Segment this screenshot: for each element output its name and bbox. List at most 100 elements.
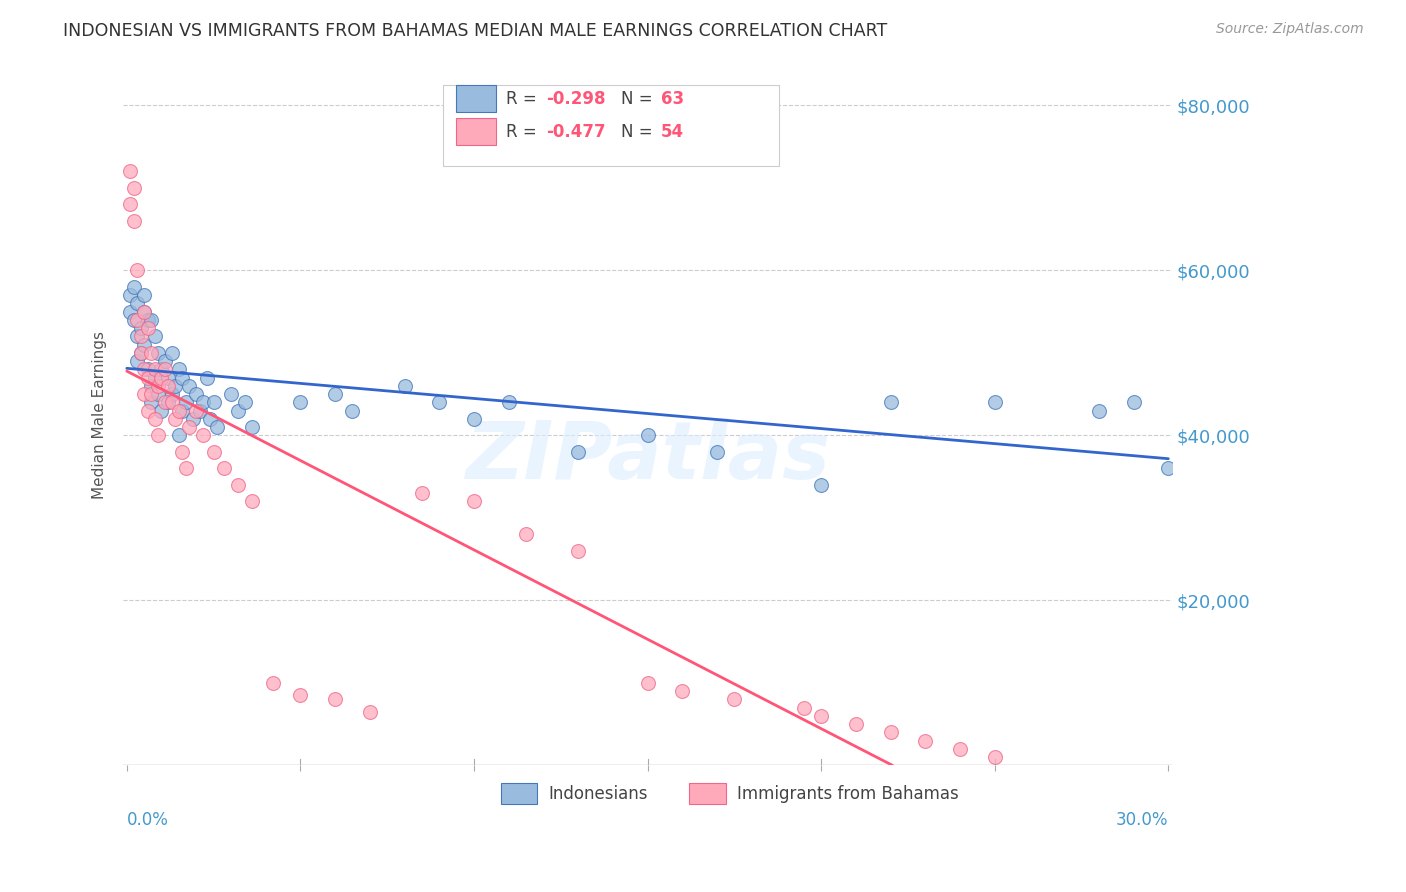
Point bbox=[914, 733, 936, 747]
Point bbox=[165, 379, 187, 393]
Text: Indonesians: Indonesians bbox=[548, 785, 647, 803]
Point bbox=[567, 445, 589, 459]
Point bbox=[498, 395, 520, 409]
Text: Immigrants from Bahamas: Immigrants from Bahamas bbox=[737, 785, 959, 803]
Text: ZIPatlas: ZIPatlas bbox=[465, 417, 830, 496]
Point bbox=[290, 689, 312, 703]
Point bbox=[146, 346, 169, 360]
Point bbox=[1088, 403, 1111, 417]
Point bbox=[167, 428, 190, 442]
Point bbox=[139, 313, 162, 327]
Point bbox=[150, 362, 173, 376]
Point bbox=[136, 362, 159, 376]
Point bbox=[134, 288, 156, 302]
Point bbox=[186, 403, 208, 417]
Point bbox=[463, 494, 485, 508]
Point bbox=[153, 362, 176, 376]
Point bbox=[205, 420, 228, 434]
Point bbox=[153, 354, 176, 368]
Point bbox=[172, 445, 194, 459]
Point bbox=[323, 387, 346, 401]
Point bbox=[127, 263, 149, 277]
Point bbox=[983, 750, 1005, 764]
Point bbox=[136, 403, 159, 417]
Point bbox=[122, 313, 145, 327]
Point bbox=[146, 379, 169, 393]
Point bbox=[157, 395, 180, 409]
Point bbox=[157, 370, 180, 384]
FancyBboxPatch shape bbox=[443, 85, 779, 166]
Point bbox=[1157, 461, 1180, 475]
Text: -0.298: -0.298 bbox=[546, 90, 606, 108]
Point bbox=[136, 321, 159, 335]
Point bbox=[219, 387, 242, 401]
Point bbox=[1122, 395, 1144, 409]
Point bbox=[181, 412, 204, 426]
Point bbox=[810, 709, 832, 723]
Point bbox=[179, 420, 201, 434]
Point bbox=[120, 197, 142, 211]
Point bbox=[949, 742, 972, 756]
Point bbox=[191, 395, 214, 409]
Point bbox=[394, 379, 416, 393]
Point bbox=[157, 379, 180, 393]
Point bbox=[323, 692, 346, 706]
Point bbox=[637, 676, 659, 690]
Point bbox=[153, 395, 176, 409]
Point bbox=[845, 717, 868, 731]
Text: INDONESIAN VS IMMIGRANTS FROM BAHAMAS MEDIAN MALE EARNINGS CORRELATION CHART: INDONESIAN VS IMMIGRANTS FROM BAHAMAS ME… bbox=[63, 22, 887, 40]
Point bbox=[122, 280, 145, 294]
Point bbox=[160, 395, 183, 409]
Point bbox=[129, 346, 152, 360]
Point bbox=[146, 387, 169, 401]
Point bbox=[160, 346, 183, 360]
FancyBboxPatch shape bbox=[456, 85, 495, 112]
Point bbox=[202, 445, 225, 459]
Point bbox=[172, 403, 194, 417]
Point bbox=[174, 395, 197, 409]
Point bbox=[879, 725, 901, 739]
Point bbox=[167, 403, 190, 417]
Point bbox=[359, 705, 381, 719]
Point bbox=[127, 329, 149, 343]
Point bbox=[139, 379, 162, 393]
Text: R =: R = bbox=[506, 123, 541, 141]
Point bbox=[290, 395, 312, 409]
Point bbox=[160, 387, 183, 401]
FancyBboxPatch shape bbox=[501, 783, 537, 804]
Point bbox=[427, 395, 450, 409]
Point bbox=[515, 527, 537, 541]
Point bbox=[174, 461, 197, 475]
Point bbox=[139, 387, 162, 401]
Text: N =: N = bbox=[621, 90, 658, 108]
Y-axis label: Median Male Earnings: Median Male Earnings bbox=[93, 331, 107, 499]
Point bbox=[136, 370, 159, 384]
Point bbox=[172, 370, 194, 384]
Point bbox=[723, 692, 745, 706]
Point bbox=[120, 288, 142, 302]
Text: R =: R = bbox=[506, 90, 541, 108]
Point bbox=[143, 412, 166, 426]
Point bbox=[136, 313, 159, 327]
Point bbox=[226, 478, 249, 492]
Point bbox=[134, 337, 156, 351]
Point bbox=[240, 494, 263, 508]
Point bbox=[411, 486, 433, 500]
Point bbox=[342, 403, 364, 417]
Point bbox=[567, 544, 589, 558]
Point bbox=[127, 354, 149, 368]
Point bbox=[793, 700, 815, 714]
Text: Source: ZipAtlas.com: Source: ZipAtlas.com bbox=[1216, 22, 1364, 37]
Text: 54: 54 bbox=[661, 123, 685, 141]
Point bbox=[143, 329, 166, 343]
Point bbox=[233, 395, 256, 409]
Text: 0.0%: 0.0% bbox=[127, 811, 169, 829]
Point bbox=[127, 313, 149, 327]
Point bbox=[671, 684, 693, 698]
Point bbox=[240, 420, 263, 434]
Point bbox=[810, 478, 832, 492]
Point bbox=[879, 395, 901, 409]
Point bbox=[129, 329, 152, 343]
Text: 63: 63 bbox=[661, 90, 685, 108]
Text: -0.477: -0.477 bbox=[546, 123, 606, 141]
